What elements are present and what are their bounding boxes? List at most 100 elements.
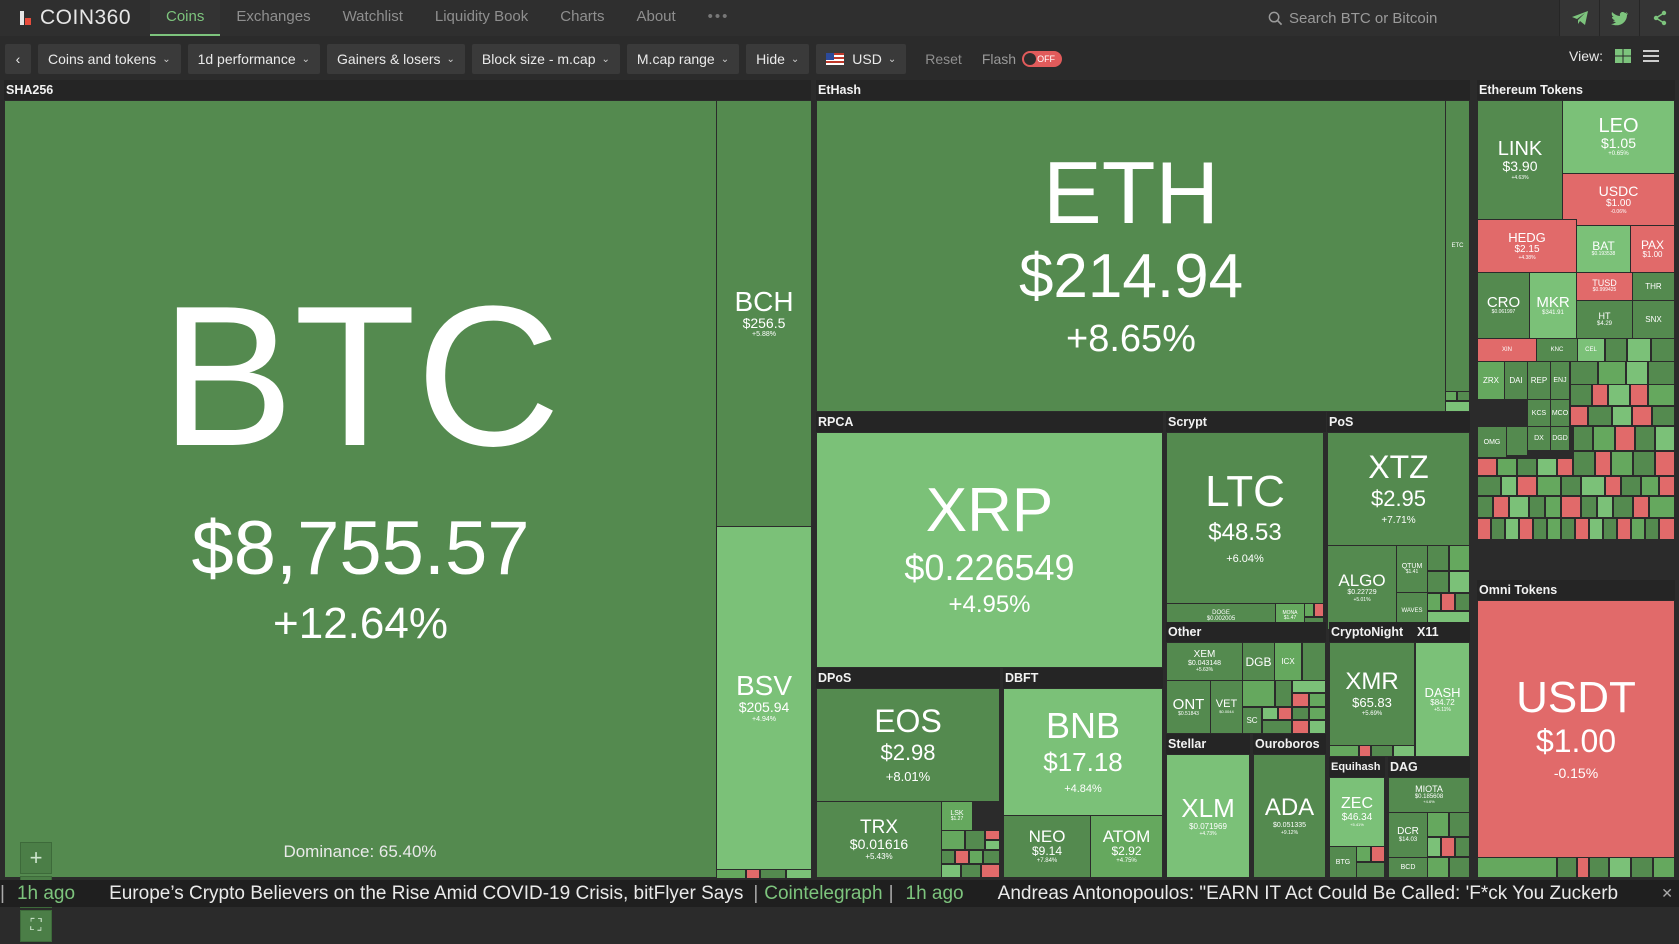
coin-tile-neo[interactable]: NEO $9.14 +7.84% <box>1003 815 1091 878</box>
coin-symbol: ETH <box>1043 143 1219 243</box>
coin-tile-cro[interactable]: CRO $0.061997 <box>1477 272 1530 339</box>
logo[interactable]: COIN360 <box>0 6 150 30</box>
coin-tile-ltc[interactable]: LTC $48.53 +6.04% <box>1166 432 1324 604</box>
tab-watchlist[interactable]: Watchlist <box>342 8 403 25</box>
coin-tile-ont[interactable]: ONT $0.51843 <box>1166 680 1211 734</box>
hide-dropdown[interactable]: Hide ⌄ <box>746 44 810 74</box>
coin-tile-xem[interactable]: XEM $0.043148 +5.63% <box>1166 642 1243 681</box>
reset-button[interactable]: Reset <box>925 51 962 67</box>
coin-symbol: BTG <box>1335 858 1351 866</box>
coin-tile-enj[interactable]: ENJ <box>1550 361 1570 400</box>
coin-tile-xrp[interactable]: XRP $0.226549 +4.95% <box>816 432 1163 668</box>
coin-tile-algo[interactable]: ALGO $0.22729 +5.01% <box>1327 545 1397 630</box>
search-box[interactable]: Search BTC or Bitcoin <box>1268 6 1488 30</box>
coin-tile-etc[interactable]: ETC <box>1445 100 1470 392</box>
coin-tile-dgd[interactable]: DGD <box>1550 426 1570 451</box>
coin-tile-ht[interactable]: HT $4.29 <box>1576 300 1633 339</box>
close-icon[interactable]: ✕ <box>1661 885 1673 901</box>
group-label-dpos: DPoS <box>816 668 1000 688</box>
flash-label: Flash <box>981 51 1017 67</box>
coin-tile-qtum[interactable]: QTUM $1.41 <box>1396 545 1428 593</box>
coin-tile-bat[interactable]: BAT $0.193538 <box>1576 225 1631 273</box>
flash-toggle[interactable]: OFF <box>1022 51 1063 67</box>
coin-tile-xmr[interactable]: XMR $65.83 +5.69% <box>1329 642 1415 746</box>
coin-symbol: CRO <box>1486 294 1521 312</box>
coin-tile-btg[interactable]: BTG <box>1329 846 1357 878</box>
coin-tile-dash[interactable]: DASH $84.72 +5.11% <box>1415 642 1470 757</box>
coin-tile-link[interactable]: LINK $3.90 +4.63% <box>1477 100 1563 220</box>
coin-tile-dai[interactable]: DAI <box>1504 361 1528 400</box>
currency-dropdown[interactable]: USD ⌄ <box>816 44 907 74</box>
gainers-losers-dropdown[interactable]: Gainers & losers ⌄ <box>327 44 465 74</box>
coin-tile-eos[interactable]: EOS $2.98 +8.01% <box>816 688 1000 802</box>
coin-tile-omg[interactable]: OMG <box>1477 426 1507 458</box>
top-nav: COIN360 Coins Exchanges Watchlist Liquid… <box>0 0 1679 36</box>
grid-view-icon[interactable] <box>1615 49 1631 63</box>
coin-tile-tusd[interactable]: TUSD $0.999425 <box>1576 272 1633 301</box>
zoom-in-button[interactable]: + <box>20 842 52 874</box>
tab-about[interactable]: About <box>636 8 676 25</box>
tab-exchanges[interactable]: Exchanges <box>236 8 311 25</box>
coin-tile-dx[interactable]: DX <box>1527 426 1551 451</box>
coin-tile-bnb[interactable]: BNB $17.18 +4.84% <box>1003 688 1163 816</box>
back-button[interactable]: ‹ <box>5 44 31 74</box>
coin-tile-eth[interactable]: ETH $214.94 +8.65% <box>816 100 1446 412</box>
coin-tile-zec[interactable]: ZEC $46.34 +5.41% <box>1329 777 1385 847</box>
more-menu-button[interactable]: ••• <box>707 8 730 25</box>
coin-tile-btc[interactable]: BTC $8,755.57 +12.64% <box>4 100 717 878</box>
coin-tile-miota[interactable]: MIOTA $0.185608 +4.6% <box>1388 777 1470 813</box>
news-source[interactable]: Cointelegraph <box>764 882 883 904</box>
fit-screen-button[interactable]: ⛶ <box>20 910 52 942</box>
share-button[interactable] <box>1639 0 1679 36</box>
btc-dominance: Dominance: 65.40% <box>283 842 437 861</box>
coin-tile-hedg[interactable]: HEDG $2.15 +4.38% <box>1477 219 1577 273</box>
news-headline[interactable]: Andreas Antonopoulos: "EARN IT Act Could… <box>997 882 1619 904</box>
tab-charts[interactable]: Charts <box>560 8 605 25</box>
coin-tile-usdt[interactable]: USDT $1.00 -0.15% <box>1477 600 1675 858</box>
coin-tile-leo[interactable]: LEO $1.05 +0.65% <box>1562 100 1675 174</box>
coin-tile-lsk[interactable]: LSK $1.27 <box>941 801 973 831</box>
coin-tile-atom[interactable]: ATOM $2.92 +4.75% <box>1090 815 1163 878</box>
twitter-button[interactable] <box>1599 0 1639 36</box>
coin-tile-snx[interactable]: SNX <box>1632 300 1675 339</box>
coin-tile-dcr[interactable]: DCR $14.03 <box>1388 812 1428 858</box>
coin-tile-bsv[interactable]: BSV $205.94 +4.94% <box>716 526 812 870</box>
coin-tile-zrx[interactable]: ZRX <box>1477 361 1505 400</box>
coin-tile-xlm[interactable]: XLM $0.071969 +4.73% <box>1166 754 1250 878</box>
coin-tile-vet[interactable]: VET $0.0044 <box>1210 680 1243 734</box>
coins-and-tokens-dropdown[interactable]: Coins and tokens ⌄ <box>38 44 181 74</box>
tab-coins[interactable]: Coins <box>150 0 221 36</box>
tab-liquidity-book[interactable]: Liquidity Book <box>434 8 529 25</box>
news-time: 1h ago <box>16 882 76 904</box>
coin-tile-trx[interactable]: TRX $0.01616 +5.43% <box>816 801 942 878</box>
coin-symbol: BCD <box>1400 864 1416 871</box>
coin-tile-mco[interactable]: MCO <box>1550 399 1570 427</box>
mcap-range-dropdown[interactable]: M.cap range ⌄ <box>626 44 740 74</box>
coin-price: $4.29 <box>1596 320 1612 327</box>
telegram-button[interactable] <box>1559 0 1599 36</box>
coin-tile-cel[interactable]: CEL <box>1577 338 1605 362</box>
coin-tile-dgb[interactable]: DGB <box>1242 642 1275 681</box>
coin-change: +5.88% <box>752 331 776 338</box>
coin-tile-xin[interactable]: XIN <box>1477 338 1537 362</box>
news-headline[interactable]: Europe’s Crypto Believers on the Rise Am… <box>109 882 744 904</box>
coin-tile-mkr[interactable]: MKR $341.91 <box>1529 272 1577 339</box>
coin-price: $0.01616 <box>849 835 909 852</box>
coin-tile-pax[interactable]: PAX $1.00 <box>1630 225 1675 273</box>
coin-tile-bcd[interactable]: BCD <box>1388 857 1428 878</box>
coin-change: -0.06% <box>1610 209 1627 215</box>
coin-tile-rep[interactable]: REP <box>1527 361 1551 400</box>
coin-tile-bch[interactable]: BCH $256.5 +5.88% <box>716 100 812 527</box>
coin-change: +4.94% <box>752 715 776 723</box>
coin-tile-knc[interactable]: KNC <box>1536 338 1578 362</box>
performance-dropdown[interactable]: 1d performance ⌄ <box>187 44 321 74</box>
coin-tile-ada[interactable]: ADA $0.051335 +9.12% <box>1253 754 1326 878</box>
coin-tile-sc[interactable]: SC <box>1242 707 1262 734</box>
list-view-icon[interactable] <box>1643 49 1659 63</box>
coin-tile-thr[interactable]: THR <box>1632 272 1675 301</box>
coin-tile-xtz[interactable]: XTZ $2.95 +7.71% <box>1327 432 1470 546</box>
block-size-dropdown[interactable]: Block size - m.cap ⌄ <box>471 44 620 74</box>
coin-tile-kcs[interactable]: KCS <box>1527 399 1551 427</box>
coin-tile-usdc[interactable]: USDC $1.00 -0.06% <box>1562 173 1675 226</box>
coin-tile-icx[interactable]: ICX <box>1274 642 1302 681</box>
